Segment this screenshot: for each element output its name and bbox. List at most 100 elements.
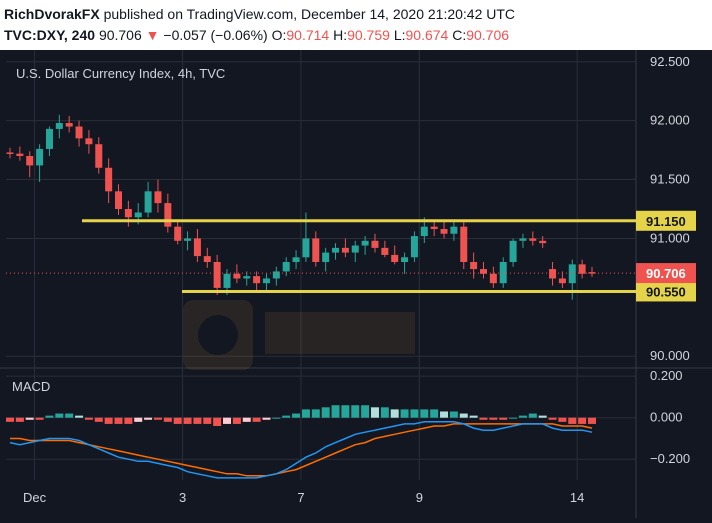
candle bbox=[55, 114, 63, 139]
macd-histogram-bar bbox=[568, 417, 577, 424]
level-price-label: 91.150 bbox=[646, 214, 686, 229]
macd-histogram-bar bbox=[400, 409, 409, 418]
candle bbox=[430, 219, 438, 237]
level-price-tag bbox=[636, 210, 696, 231]
macd-histogram-bar bbox=[75, 415, 84, 418]
ohlc-line: TVC:DXY, 240 90.706 ▼ −0.057 (−0.06%) O:… bbox=[4, 27, 509, 43]
candle bbox=[391, 245, 399, 265]
candle bbox=[65, 115, 73, 133]
change-text: −0.057 (−0.06%) bbox=[163, 27, 268, 43]
candle bbox=[578, 259, 586, 279]
macd-signal-line bbox=[10, 423, 593, 477]
last-price-text: 90.706 bbox=[98, 27, 142, 43]
macd-histogram-bar bbox=[55, 413, 64, 418]
candle bbox=[371, 233, 379, 253]
macd-histogram-bar bbox=[6, 417, 14, 422]
macd-histogram-bar bbox=[440, 411, 449, 418]
macd-histogram-bar bbox=[203, 417, 212, 424]
macd-histogram-bar bbox=[390, 409, 399, 418]
candle bbox=[36, 144, 44, 182]
candle bbox=[193, 229, 201, 262]
candle bbox=[174, 219, 182, 245]
price-tick-label: 92.500 bbox=[650, 54, 690, 69]
published-text: published on TradingView.com, December 1… bbox=[103, 6, 516, 22]
candle bbox=[558, 271, 566, 288]
author-name[interactable]: RichDvorakFX bbox=[4, 6, 100, 22]
macd-histogram-bar bbox=[430, 409, 439, 418]
macd-histogram-bar bbox=[193, 417, 202, 424]
macd-histogram-bar bbox=[311, 409, 320, 418]
candle bbox=[450, 221, 458, 241]
candle bbox=[253, 271, 261, 291]
macd-histogram-bar bbox=[548, 417, 557, 420]
macd-tick-label: −0.200 bbox=[650, 451, 690, 466]
candle bbox=[519, 233, 527, 248]
candle bbox=[351, 240, 359, 262]
macd-histogram-bar bbox=[242, 417, 251, 422]
candle bbox=[105, 158, 113, 204]
candle bbox=[361, 236, 369, 255]
macd-histogram-bar bbox=[144, 417, 153, 420]
candle bbox=[401, 252, 409, 274]
candle bbox=[479, 262, 487, 279]
open-value: 90.714 bbox=[286, 27, 330, 43]
level-price-label: 90.550 bbox=[646, 284, 686, 299]
macd-histogram-bar bbox=[183, 417, 192, 424]
candle bbox=[292, 250, 300, 270]
close-value: 90.706 bbox=[466, 27, 510, 43]
macd-title: MACD bbox=[12, 379, 50, 394]
macd-histogram-bar bbox=[558, 417, 567, 422]
candle bbox=[341, 238, 349, 258]
macd-histogram-bar bbox=[301, 409, 310, 418]
macd-histogram-bar bbox=[252, 417, 261, 422]
macd-tick-label: 0.000 bbox=[650, 410, 683, 425]
macd-group bbox=[6, 405, 596, 479]
macd-histogram-bar bbox=[410, 409, 419, 418]
candle bbox=[549, 262, 557, 286]
candle bbox=[213, 254, 221, 295]
macd-histogram-bar bbox=[588, 417, 596, 424]
macd-histogram-bar bbox=[163, 417, 172, 422]
candle bbox=[410, 231, 418, 262]
macd-histogram-bar bbox=[153, 417, 162, 420]
axes-group: 92.500 92.000 91.500 91.000 90.000 0.200 0.000… bbox=[23, 54, 690, 505]
down-arrow-icon: ▼ bbox=[145, 27, 160, 43]
candle bbox=[184, 231, 192, 251]
candle bbox=[312, 231, 320, 267]
macd-histogram-bar bbox=[15, 417, 24, 422]
watermark-logo bbox=[183, 300, 415, 370]
candle bbox=[322, 247, 330, 272]
price-tick-label: 90.000 bbox=[650, 348, 690, 363]
macd-histogram-bar bbox=[272, 417, 281, 419]
open-label: O: bbox=[271, 27, 287, 43]
macd-histogram-bar bbox=[499, 417, 508, 420]
candle bbox=[45, 126, 53, 156]
candle bbox=[470, 252, 478, 279]
time-tick-label: 14 bbox=[570, 490, 584, 505]
last-price-tag bbox=[636, 263, 696, 284]
macd-tick-label: 0.200 bbox=[650, 368, 683, 383]
macd-histogram-bar bbox=[479, 417, 488, 420]
chart-area[interactable]: 91.150 90.550 90.706 92.500 92.000 91.500 91.… bbox=[0, 50, 712, 518]
candle bbox=[588, 266, 596, 277]
publish-header: RichDvorakFX published on TradingView.co… bbox=[0, 0, 712, 50]
time-tick-label: 9 bbox=[416, 490, 423, 505]
candle bbox=[124, 200, 132, 227]
candle bbox=[144, 181, 152, 218]
candle bbox=[6, 147, 14, 159]
macd-histogram-bar bbox=[223, 417, 232, 424]
candle bbox=[489, 266, 497, 288]
candle bbox=[95, 137, 103, 174]
candle bbox=[529, 231, 537, 246]
price-chart-svg[interactable]: 91.150 90.550 90.706 92.500 92.000 91.500 91.… bbox=[0, 50, 712, 518]
candle bbox=[509, 238, 517, 267]
macd-histogram-bar bbox=[94, 417, 103, 422]
candle bbox=[233, 264, 241, 284]
candle bbox=[499, 257, 507, 288]
candle bbox=[381, 240, 389, 258]
low-label: L: bbox=[393, 27, 406, 43]
macd-histogram-bar bbox=[538, 415, 547, 418]
time-tick-label: Dec bbox=[23, 490, 47, 505]
macd-histogram-bar bbox=[449, 411, 458, 418]
high-label: H: bbox=[333, 27, 348, 43]
